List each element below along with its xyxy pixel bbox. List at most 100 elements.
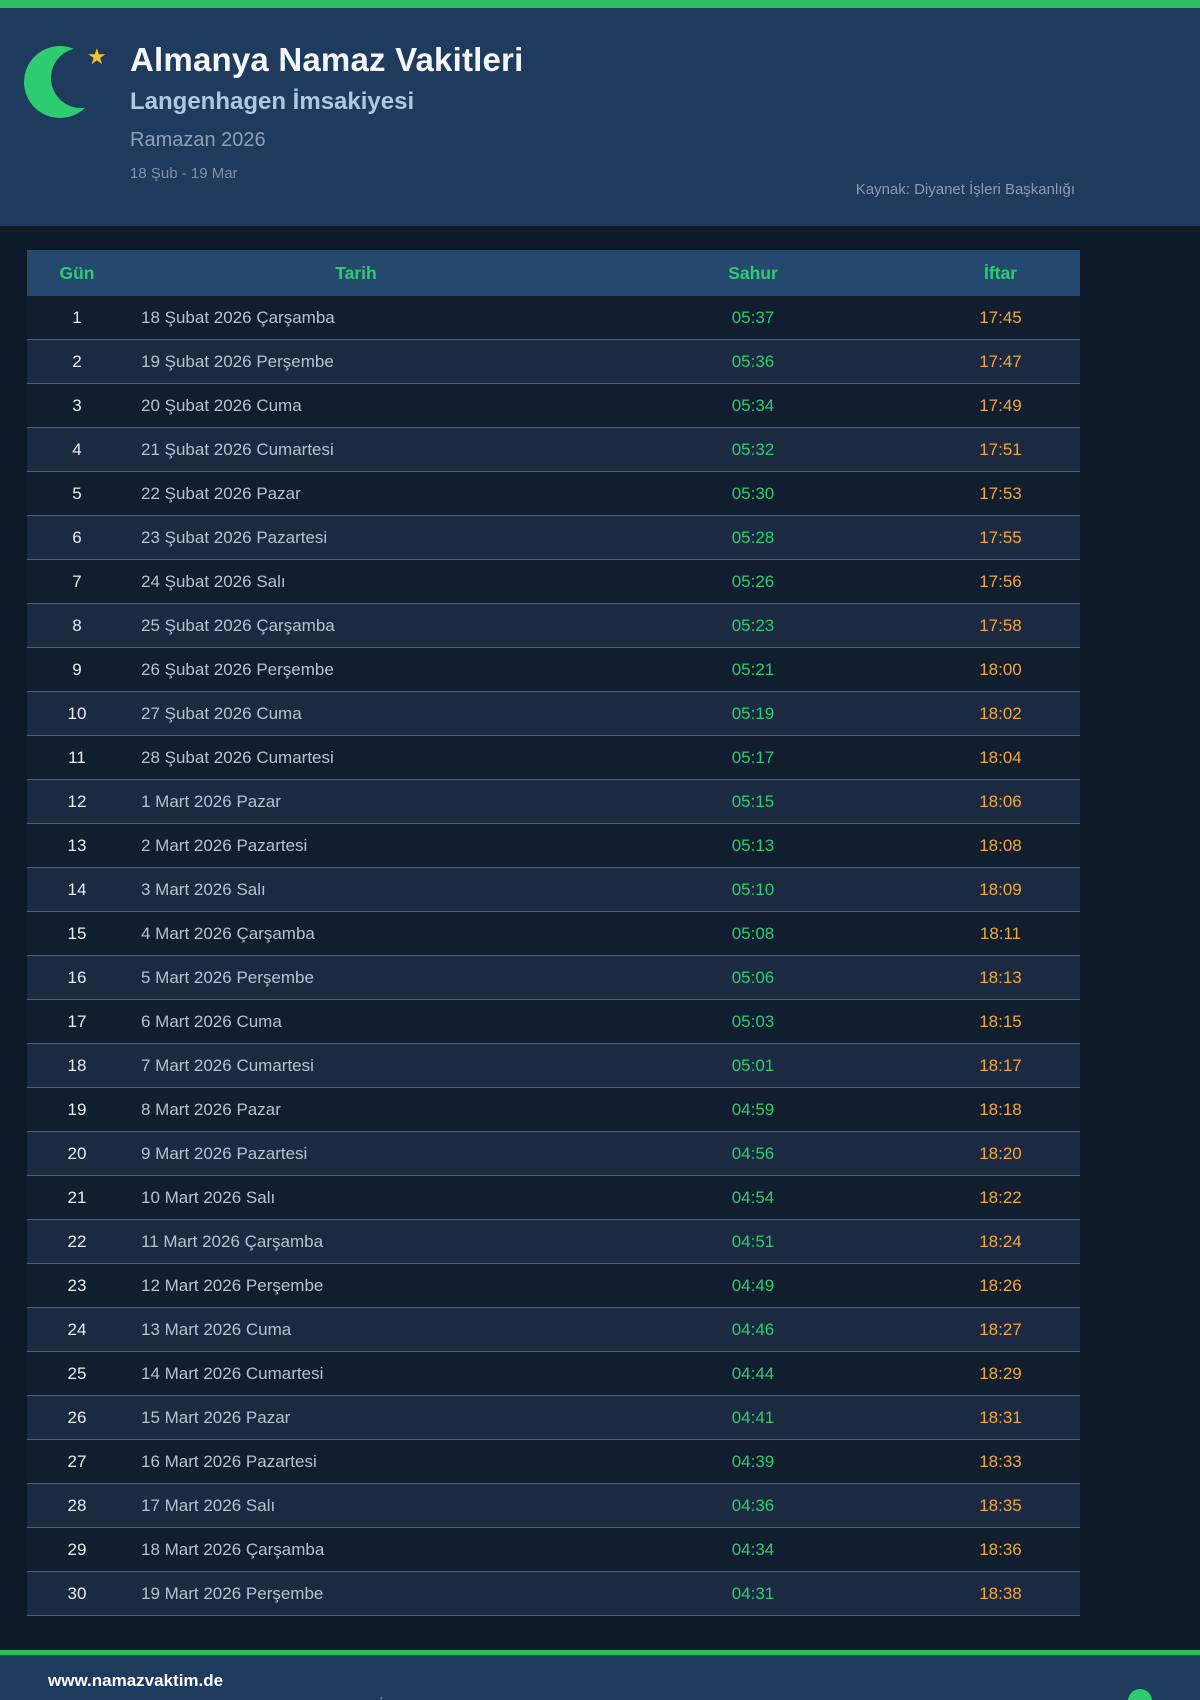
sahur-time-cell: 05:21 — [731, 659, 775, 679]
iftar-time-cell: 18:17 — [921, 1043, 1080, 1088]
day-number-cell: 13 — [67, 835, 87, 855]
website-link[interactable]: www.namazvaktim.de — [48, 1671, 224, 1690]
table-row: 28 17 Mart 2026 Salı 04:36 18:35 — [27, 1483, 1080, 1528]
table-row: 4 21 Şubat 2026 Cumartesi 05:32 17:51 — [27, 427, 1080, 472]
iftar-time-cell: 18:06 — [921, 779, 1080, 824]
iftar-time-cell: 18:20 — [921, 1131, 1080, 1176]
sahur-time-cell: 04:56 — [585, 1131, 921, 1176]
day-number-cell: 21 — [67, 1187, 87, 1207]
sahur-time-cell: 05:23 — [585, 603, 921, 648]
day-number-cell: 26 — [27, 1395, 127, 1440]
table-row: 16 5 Mart 2026 Perşembe 05:06 18:13 — [27, 955, 1080, 1000]
date-cell: 24 Şubat 2026 Salı — [141, 571, 286, 591]
star-icon: ★ — [87, 44, 107, 69]
sahur-time-cell: 04:59 — [731, 1099, 775, 1119]
sahur-time-cell: 05:19 — [585, 691, 921, 736]
day-number-cell: 1 — [72, 307, 82, 327]
sahur-time-cell: 05:08 — [731, 923, 775, 943]
day-number-cell: 8 — [27, 603, 127, 648]
table-row: 11 28 Şubat 2026 Cumartesi 05:17 18:04 — [27, 735, 1080, 780]
iftar-time-cell: 18:11 — [979, 923, 1022, 943]
date-cell: 16 Mart 2026 Pazartesi — [141, 1451, 317, 1471]
date-cell: 4 Mart 2026 Çarşamba — [141, 923, 315, 943]
date-cell: 15 Mart 2026 Pazar — [127, 1395, 585, 1440]
table-row: 5 22 Şubat 2026 Pazar 05:30 17:53 — [27, 471, 1080, 516]
green-dot-icon — [1128, 1688, 1152, 1700]
sahur-time-cell: 05:01 — [585, 1043, 921, 1088]
iftar-time-cell: 18:04 — [979, 747, 1022, 767]
iftar-time-cell: 18:27 — [921, 1307, 1080, 1352]
date-cell: 3 Mart 2026 Salı — [127, 867, 585, 912]
iftar-time-cell: 18:09 — [921, 867, 1080, 912]
sahur-time-cell: 05:06 — [585, 955, 921, 1000]
iftar-time-cell: 18:15 — [979, 1011, 1022, 1031]
sahur-time-cell: 04:46 — [585, 1307, 921, 1352]
sahur-time-cell: 05:32 — [585, 427, 921, 472]
column-header-sahur: Sahur — [585, 250, 921, 296]
date-cell: 5 Mart 2026 Perşembe — [127, 955, 585, 1000]
sahur-time-cell: 05:03 — [731, 1011, 775, 1031]
date-cell: 14 Mart 2026 Cumartesi — [141, 1363, 324, 1383]
day-number-cell: 7 — [72, 571, 82, 591]
day-number-cell: 29 — [67, 1539, 87, 1559]
date-cell: 28 Şubat 2026 Cumartesi — [141, 747, 334, 767]
top-accent-bar — [0, 0, 1200, 8]
iftar-time-cell: 18:24 — [921, 1219, 1080, 1264]
day-number-cell: 16 — [27, 955, 127, 1000]
table-row: 9 26 Şubat 2026 Perşembe 05:21 18:00 — [27, 647, 1080, 692]
sahur-time-cell: 04:44 — [731, 1363, 775, 1383]
column-header-tarih: Tarih — [127, 250, 585, 296]
table-row: 8 25 Şubat 2026 Çarşamba 05:23 17:58 — [27, 603, 1080, 648]
date-cell: 11 Mart 2026 Çarşamba — [127, 1219, 585, 1264]
day-number-cell: 6 — [27, 515, 127, 560]
day-number-cell: 2 — [27, 339, 127, 384]
date-cell: 8 Mart 2026 Pazar — [141, 1099, 281, 1119]
iftar-time-cell: 17:58 — [921, 603, 1080, 648]
iftar-time-cell: 18:35 — [921, 1483, 1080, 1528]
day-number-cell: 11 — [68, 747, 86, 767]
sahur-time-cell: 04:39 — [731, 1451, 775, 1471]
date-cell: 13 Mart 2026 Cuma — [127, 1307, 585, 1352]
date-cell: 17 Mart 2026 Salı — [127, 1483, 585, 1528]
table-row: 12 1 Mart 2026 Pazar 05:15 18:06 — [27, 779, 1080, 824]
date-cell: 19 Mart 2026 Perşembe — [127, 1571, 585, 1616]
prayer-table-body: 1 18 Şubat 2026 Çarşamba 05:37 17:45 2 1… — [27, 296, 1080, 1616]
sahur-time-cell: 04:41 — [585, 1395, 921, 1440]
table-row: 18 7 Mart 2026 Cumartesi 05:01 18:17 — [27, 1043, 1080, 1088]
sahur-time-cell: 04:36 — [585, 1483, 921, 1528]
day-number-cell: 28 — [27, 1483, 127, 1528]
table-row: 3 20 Şubat 2026 Cuma 05:34 17:49 — [27, 383, 1080, 428]
day-number-cell: 27 — [67, 1451, 87, 1471]
table-row: 14 3 Mart 2026 Salı 05:10 18:09 — [27, 867, 1080, 912]
iftar-time-cell: 17:56 — [979, 571, 1022, 591]
day-number-cell: 18 — [27, 1043, 127, 1088]
sahur-time-cell: 05:10 — [585, 867, 921, 912]
table-row: 6 23 Şubat 2026 Pazartesi 05:28 17:55 — [27, 515, 1080, 560]
day-number-cell: 30 — [27, 1571, 127, 1616]
iftar-time-cell: 17:47 — [921, 339, 1080, 384]
day-number-cell: 14 — [27, 867, 127, 912]
iftar-time-cell: 18:31 — [921, 1395, 1080, 1440]
date-cell: 19 Şubat 2026 Perşembe — [127, 339, 585, 384]
date-cell: 1 Mart 2026 Pazar — [127, 779, 585, 824]
day-number-cell: 17 — [67, 1011, 87, 1031]
date-cell: 20 Şubat 2026 Cuma — [141, 395, 302, 415]
sahur-time-cell: 05:36 — [585, 339, 921, 384]
iftar-time-cell: 18:38 — [921, 1571, 1080, 1616]
date-cell: 12 Mart 2026 Perşembe — [141, 1275, 324, 1295]
iftar-time-cell: 17:49 — [979, 395, 1022, 415]
date-cell: 9 Mart 2026 Pazartesi — [127, 1131, 585, 1176]
table-row: 23 12 Mart 2026 Perşembe 04:49 18:26 — [27, 1263, 1080, 1308]
table-row: 15 4 Mart 2026 Çarşamba 05:08 18:11 — [27, 911, 1080, 956]
table-row: 22 11 Mart 2026 Çarşamba 04:51 18:24 — [27, 1219, 1080, 1264]
source-note: Kaynak: Diyanet İşleri Başkanlığı — [855, 181, 1075, 198]
date-cell: 27 Şubat 2026 Cuma — [127, 691, 585, 736]
day-number-cell: 22 — [27, 1219, 127, 1264]
iftar-time-cell: 17:53 — [979, 483, 1022, 503]
page-header: ★ Almanya Namaz Vakitleri Langenhagen İm… — [0, 8, 1200, 226]
table-row: 13 2 Mart 2026 Pazartesi 05:13 18:08 — [27, 823, 1080, 868]
sahur-time-cell: 04:54 — [731, 1187, 775, 1207]
table-row: 17 6 Mart 2026 Cuma 05:03 18:15 — [27, 999, 1080, 1044]
sahur-time-cell: 04:49 — [731, 1275, 775, 1295]
date-cell: 23 Şubat 2026 Pazartesi — [127, 515, 585, 560]
